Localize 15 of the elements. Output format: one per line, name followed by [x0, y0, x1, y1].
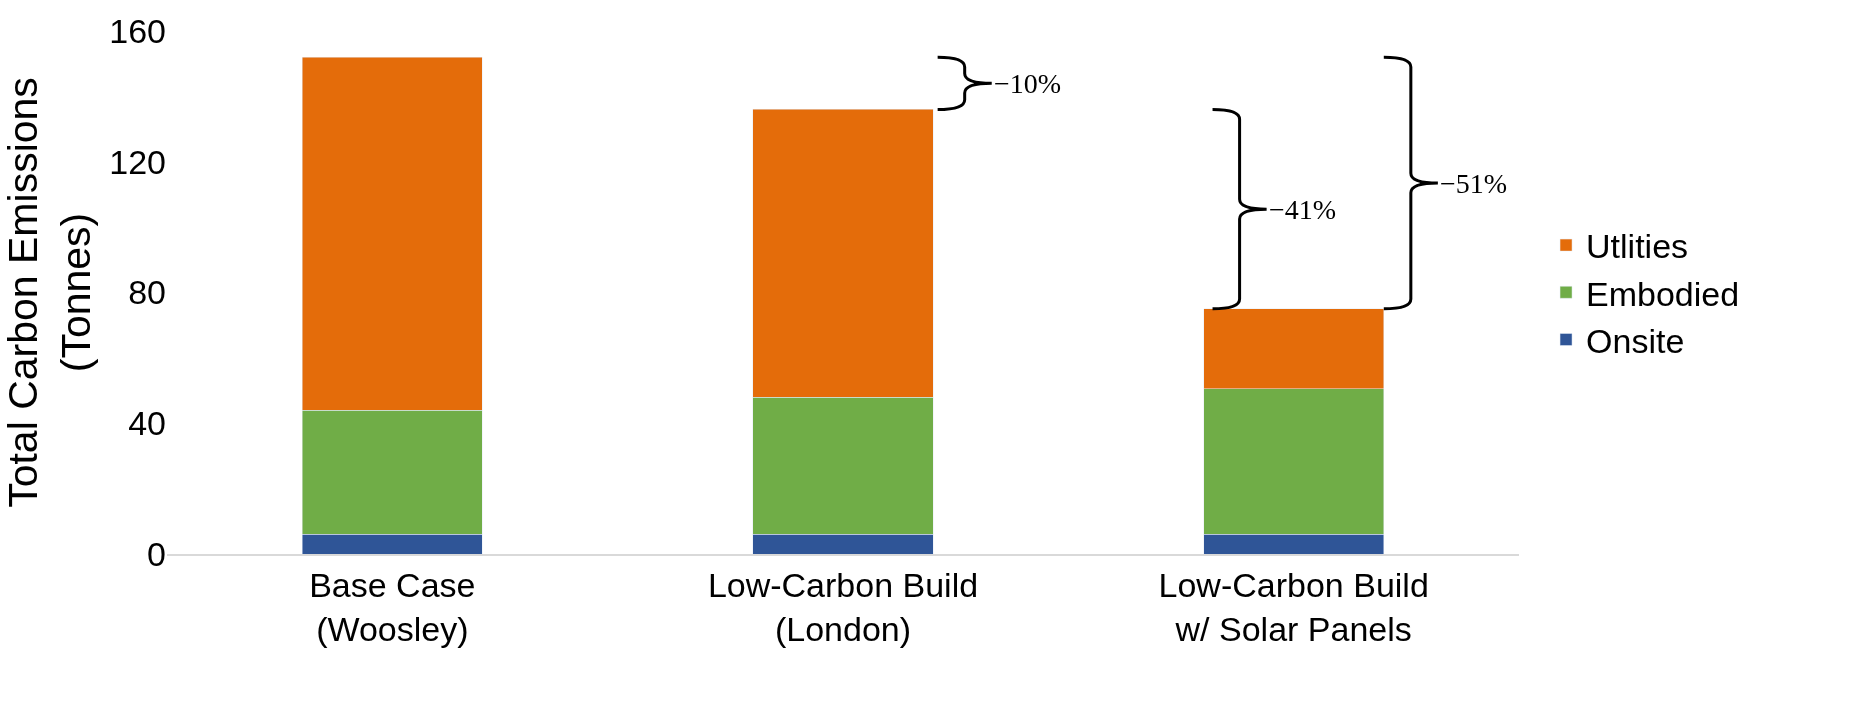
x-tick-label: Low-Carbon Build w/ Solar Panels [1158, 565, 1429, 648]
y-axis-title: Total Carbon Emissions (Tonnes) [0, 77, 100, 508]
y-tick-label: 120 [109, 142, 166, 181]
y-tick-label: 80 [128, 273, 166, 312]
y-tick-label: 0 [147, 534, 166, 573]
y-tick-label: 40 [128, 404, 166, 443]
y-tick-label: 160 [109, 11, 166, 50]
annotation: −51% [1440, 168, 1508, 199]
legend-label: Onsite [1586, 321, 1685, 360]
legend-label: Utlities [1586, 227, 1689, 266]
annotation: −10% [994, 68, 1062, 99]
x-tick-label: Base Case (Woosley) [309, 565, 476, 648]
legend-label: Embodied [1586, 274, 1740, 313]
annotation: −41% [1269, 194, 1337, 225]
x-tick-label: Low-Carbon Build (London) [707, 565, 979, 648]
